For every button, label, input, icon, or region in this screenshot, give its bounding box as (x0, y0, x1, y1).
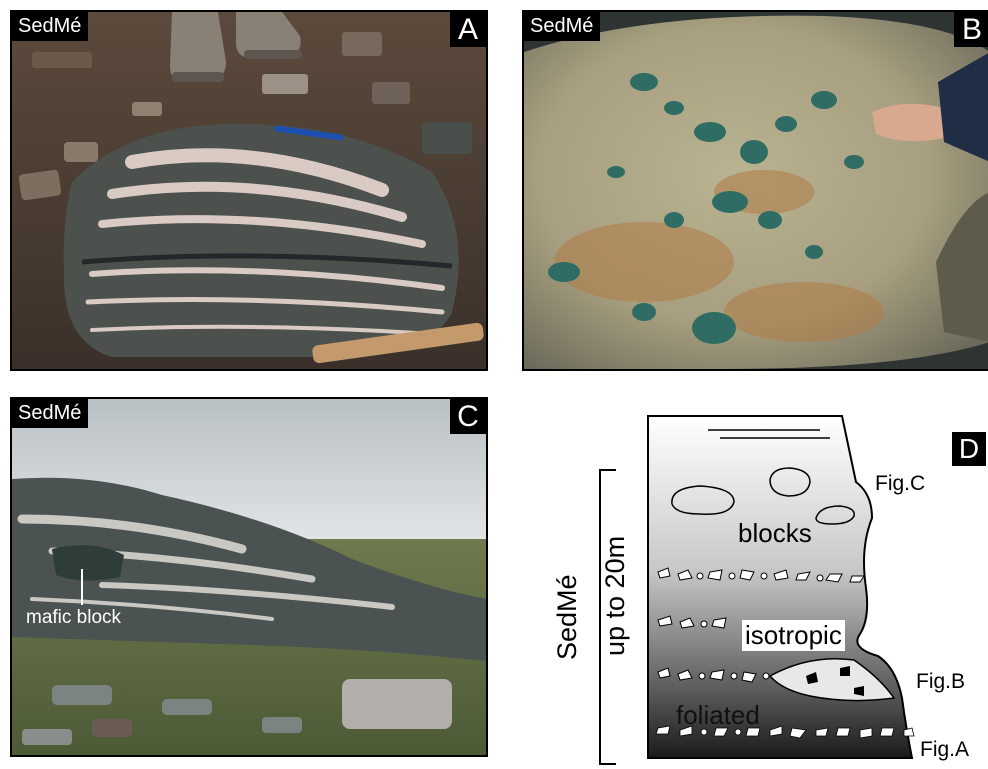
locality-tag: SedMé (12, 399, 89, 428)
photo-panel-a: SedMé A (10, 10, 488, 371)
boulder-photo (12, 12, 486, 369)
fig-c-reference: Fig.C (875, 472, 926, 495)
outcrop-photo (524, 12, 988, 369)
foliated-label: foliated (676, 700, 760, 730)
panel-letter: A (450, 12, 486, 47)
mafic-block-label: mafic block (26, 607, 122, 628)
unit-name-vertical: SedMé (552, 574, 582, 660)
panel-letter: B (954, 12, 988, 47)
isotropic-label: isotropic (742, 620, 845, 651)
photo-panel-c: SedMé C mafic block (10, 397, 488, 757)
photo-panel-b: SedMé B (522, 10, 988, 371)
fig-a-reference: Fig.A (920, 738, 970, 761)
stratigraphic-column-panel: D SedMé up to 20m blocks isotropic folia… (520, 398, 988, 769)
locality-tag: SedMé (524, 12, 601, 41)
locality-tag: SedMé (12, 12, 89, 41)
stratigraphic-column (599, 415, 915, 765)
panel-letter: D (952, 432, 986, 466)
panel-letter: C (450, 399, 486, 434)
thickness-label-vertical: up to 20m (600, 535, 630, 656)
hillside-photo (12, 399, 486, 755)
blocks-label: blocks (738, 518, 812, 548)
fig-b-reference: Fig.B (916, 670, 966, 693)
